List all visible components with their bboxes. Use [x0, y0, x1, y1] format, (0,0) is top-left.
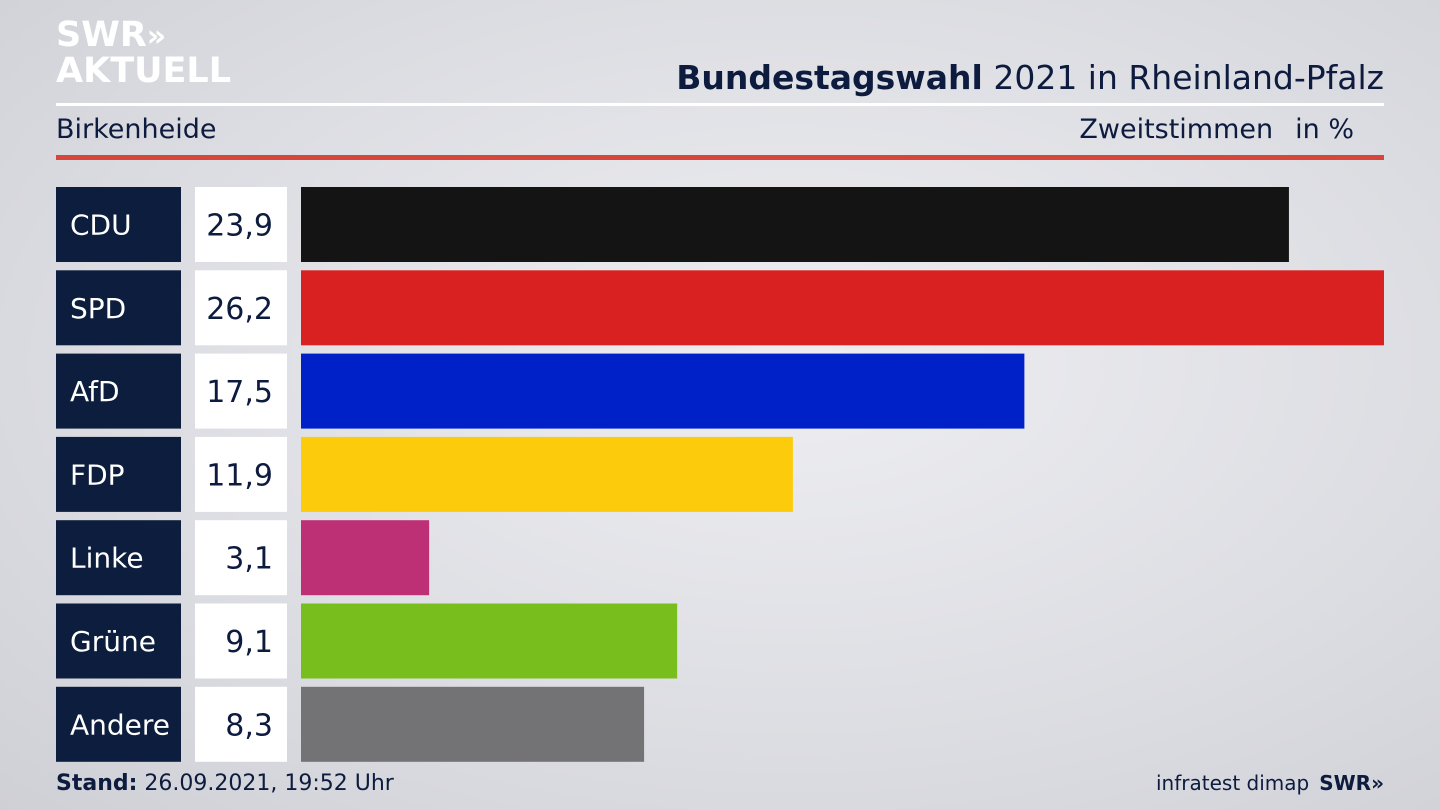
stand-value: 26.09.2021, 19:52 Uhr	[137, 771, 394, 796]
bar	[301, 686, 645, 762]
logo-line-swr: SWR»	[56, 18, 231, 54]
title-rest: 2021 in Rheinland-Pfalz	[982, 58, 1384, 97]
header-divider	[56, 103, 1384, 106]
bar	[301, 603, 678, 679]
party-label-box	[56, 686, 181, 762]
party-label-box	[56, 270, 181, 346]
bar	[301, 520, 430, 596]
value-label: 9,1	[225, 625, 273, 660]
bar-row-grüne: Grüne 9,1	[56, 603, 678, 679]
value-box	[195, 270, 287, 346]
party-label: Andere	[70, 708, 170, 741]
bar-row-spd: SPD 26,2	[56, 270, 1384, 346]
value-label: 3,1	[225, 542, 273, 577]
source-text: infratest dimap	[1156, 771, 1310, 795]
party-label-box	[56, 603, 181, 679]
party-label-box	[56, 520, 181, 596]
bar	[301, 270, 1384, 346]
value-label: 8,3	[225, 708, 273, 743]
bar-row-linke: Linke 3,1	[56, 520, 430, 596]
timestamp: Stand: 26.09.2021, 19:52 Uhr	[56, 771, 394, 796]
measure-text: Zweitstimmen	[1079, 114, 1274, 145]
accent-divider	[56, 155, 1384, 160]
source-credit: infratest dimap SWR»	[1156, 771, 1384, 795]
party-label: Grüne	[70, 625, 156, 658]
value-label: 26,2	[206, 292, 273, 327]
value-box	[195, 353, 287, 429]
logo-text-swr: SWR	[56, 15, 147, 55]
bar-row-cdu: CDU 23,9	[56, 187, 1289, 262]
value-box	[195, 520, 287, 596]
party-label-box	[56, 187, 181, 262]
bar-row-fdp: FDP 11,9	[56, 436, 793, 512]
value-label: 17,5	[206, 375, 273, 410]
value-box	[195, 187, 287, 262]
party-label: AfD	[70, 375, 120, 408]
party-label-box	[56, 436, 181, 512]
bar	[301, 353, 1025, 429]
logo-text-aktuell: AKTUELL	[56, 51, 232, 91]
value-box	[195, 436, 287, 512]
party-label-box	[56, 353, 181, 429]
party-label: Linke	[70, 542, 144, 575]
bar-row-andere: Andere 8,3	[56, 686, 645, 762]
value-box	[195, 686, 287, 762]
stand-label: Stand:	[56, 771, 138, 796]
party-label: SPD	[70, 292, 126, 325]
value-label: 23,9	[206, 209, 273, 244]
bar	[301, 187, 1289, 262]
party-label: FDP	[70, 458, 125, 491]
unit-text: in %	[1295, 114, 1354, 145]
region-name: Birkenheide	[56, 114, 217, 145]
title-bold: Bundestagswahl	[676, 58, 983, 97]
value-box	[195, 603, 287, 679]
swr-brand-logo: SWR»	[1319, 771, 1384, 795]
swr-aktuell-logo: SWR» AKTUELL	[56, 18, 232, 91]
value-label: 11,9	[206, 458, 273, 493]
party-label: CDU	[70, 209, 132, 242]
bar-row-afd: AfD 17,5	[56, 353, 1025, 429]
measure-label: Zweitstimmen in %	[1079, 114, 1354, 145]
page-title: Bundestagswahl 2021 in Rheinland-Pfalz	[676, 58, 1384, 97]
bar	[301, 436, 793, 512]
